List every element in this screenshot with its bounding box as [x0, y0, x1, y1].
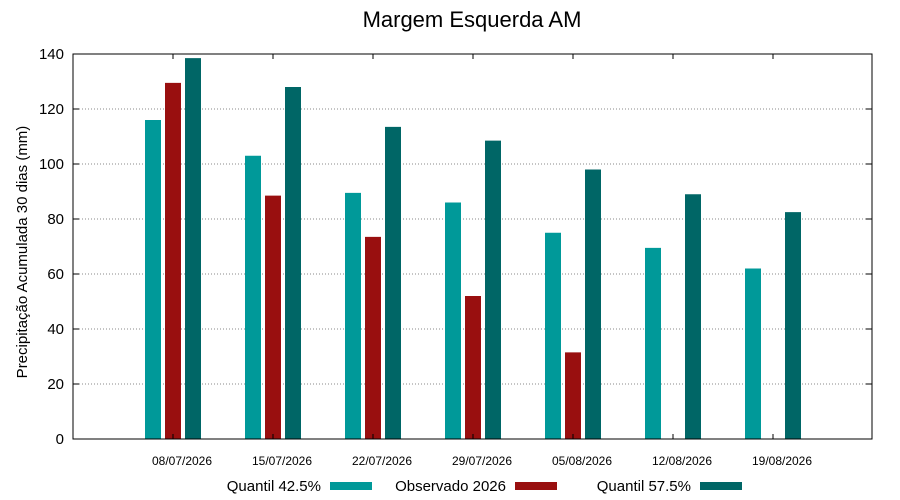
bar [565, 352, 581, 439]
y-axis-label: Precipitação Acumulada 30 dias (mm) [14, 126, 31, 379]
bar [745, 268, 761, 439]
y-tick-label: 80 [47, 211, 64, 228]
y-tick-label: 100 [39, 156, 64, 173]
legend: Quantil 42.5% Observado 2026 Quantil 57.5% [227, 478, 742, 495]
bar [165, 82, 181, 439]
y-tick-label: 120 [39, 101, 64, 118]
legend-swatch [700, 482, 742, 490]
bar [145, 120, 161, 439]
y-axis-ticks: 0 20 40 60 80 100 120 140 [39, 46, 872, 448]
bar [365, 236, 381, 439]
x-axis-ticks: 08/07/2026 15/07/2026 22/07/2026 29/07/2026… [152, 54, 812, 468]
bar [265, 195, 281, 439]
x-tick-label: 05/08/2026 [552, 454, 612, 468]
bar [345, 192, 361, 439]
bar [645, 247, 661, 439]
bar [385, 126, 401, 439]
bar [585, 169, 601, 439]
legend-swatch [515, 482, 557, 490]
x-tick-label: 15/07/2026 [252, 454, 312, 468]
bar [545, 232, 561, 439]
chart-title: Margem Esquerda AM [363, 7, 582, 32]
bar [685, 194, 701, 439]
bars [145, 58, 801, 439]
legend-swatch [330, 482, 372, 490]
legend-label: Observado 2026 [395, 478, 506, 495]
y-tick-label: 0 [56, 431, 64, 448]
x-tick-label: 08/07/2026 [152, 454, 212, 468]
x-tick-label: 19/08/2026 [752, 454, 812, 468]
y-tick-label: 60 [47, 266, 64, 283]
y-tick-label: 40 [47, 321, 64, 338]
x-tick-label: 29/07/2026 [452, 454, 512, 468]
bar [245, 155, 261, 439]
x-tick-label: 22/07/2026 [352, 454, 412, 468]
y-tick-label: 140 [39, 46, 64, 63]
x-tick-label: 12/08/2026 [652, 454, 712, 468]
y-tick-label: 20 [47, 376, 64, 393]
bar [445, 202, 461, 439]
legend-label: Quantil 42.5% [227, 478, 321, 495]
bar [185, 58, 201, 439]
bar [465, 296, 481, 439]
bar [485, 140, 501, 439]
bar [785, 212, 801, 439]
bar [285, 87, 301, 439]
legend-label: Quantil 57.5% [597, 478, 691, 495]
